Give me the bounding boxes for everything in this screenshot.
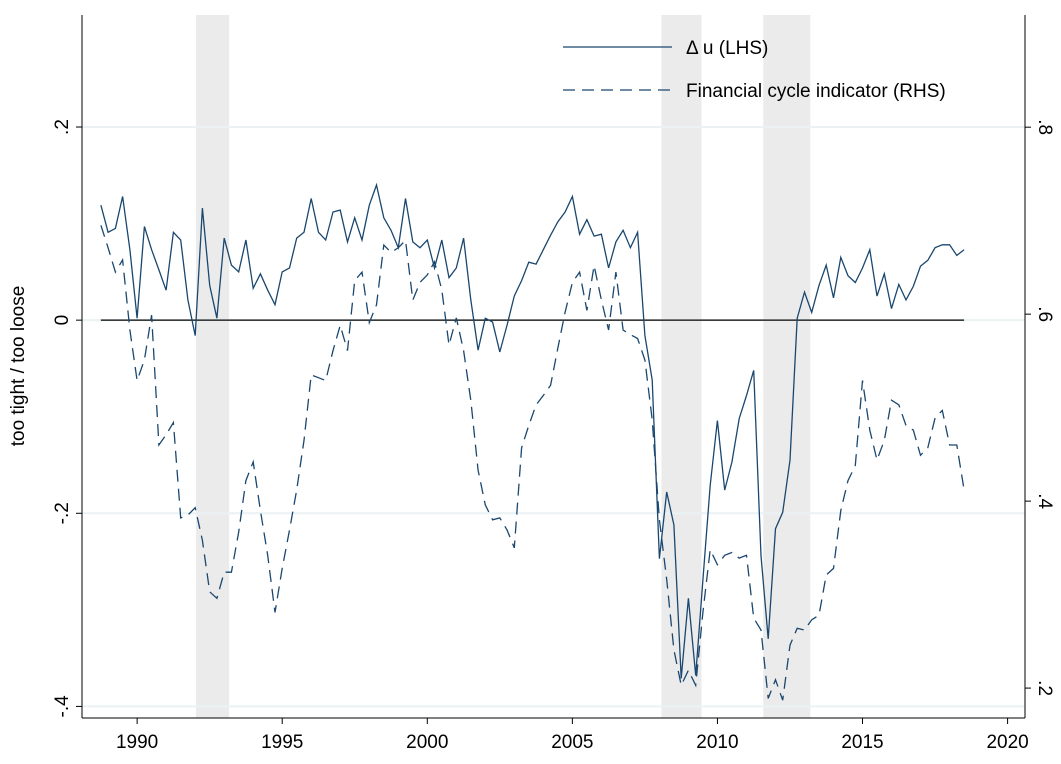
legend-label: Financial cycle indicator (RHS): [686, 81, 946, 102]
shaded-period: [661, 15, 702, 718]
y-tick-label: -.4: [52, 695, 73, 718]
series-line: [100, 182, 965, 679]
legend-label: Δ u (LHS): [686, 38, 768, 59]
shaded-period: [196, 15, 230, 718]
y-tick-label: 0: [52, 315, 73, 326]
x-tick-label: 2015: [841, 732, 883, 753]
x-tick-label: 2005: [551, 732, 593, 753]
x-tick-label: 1990: [116, 732, 158, 753]
y-axis-label: too tight / too loose: [8, 286, 29, 447]
x-tick-label: 1995: [261, 732, 303, 753]
x-tick-label: 2010: [696, 732, 738, 753]
y2-tick-label: .8: [1034, 119, 1055, 135]
y-tick-label: .2: [52, 119, 73, 135]
y2-tick-label: .2: [1034, 680, 1055, 696]
y2-tick-label: .6: [1034, 306, 1055, 322]
x-tick-label: 2000: [406, 732, 448, 753]
x-tick-label: 2020: [986, 732, 1028, 753]
y2-tick-label: .4: [1034, 493, 1055, 509]
y-tick-label: -.2: [52, 502, 73, 524]
series-line: [100, 225, 965, 701]
